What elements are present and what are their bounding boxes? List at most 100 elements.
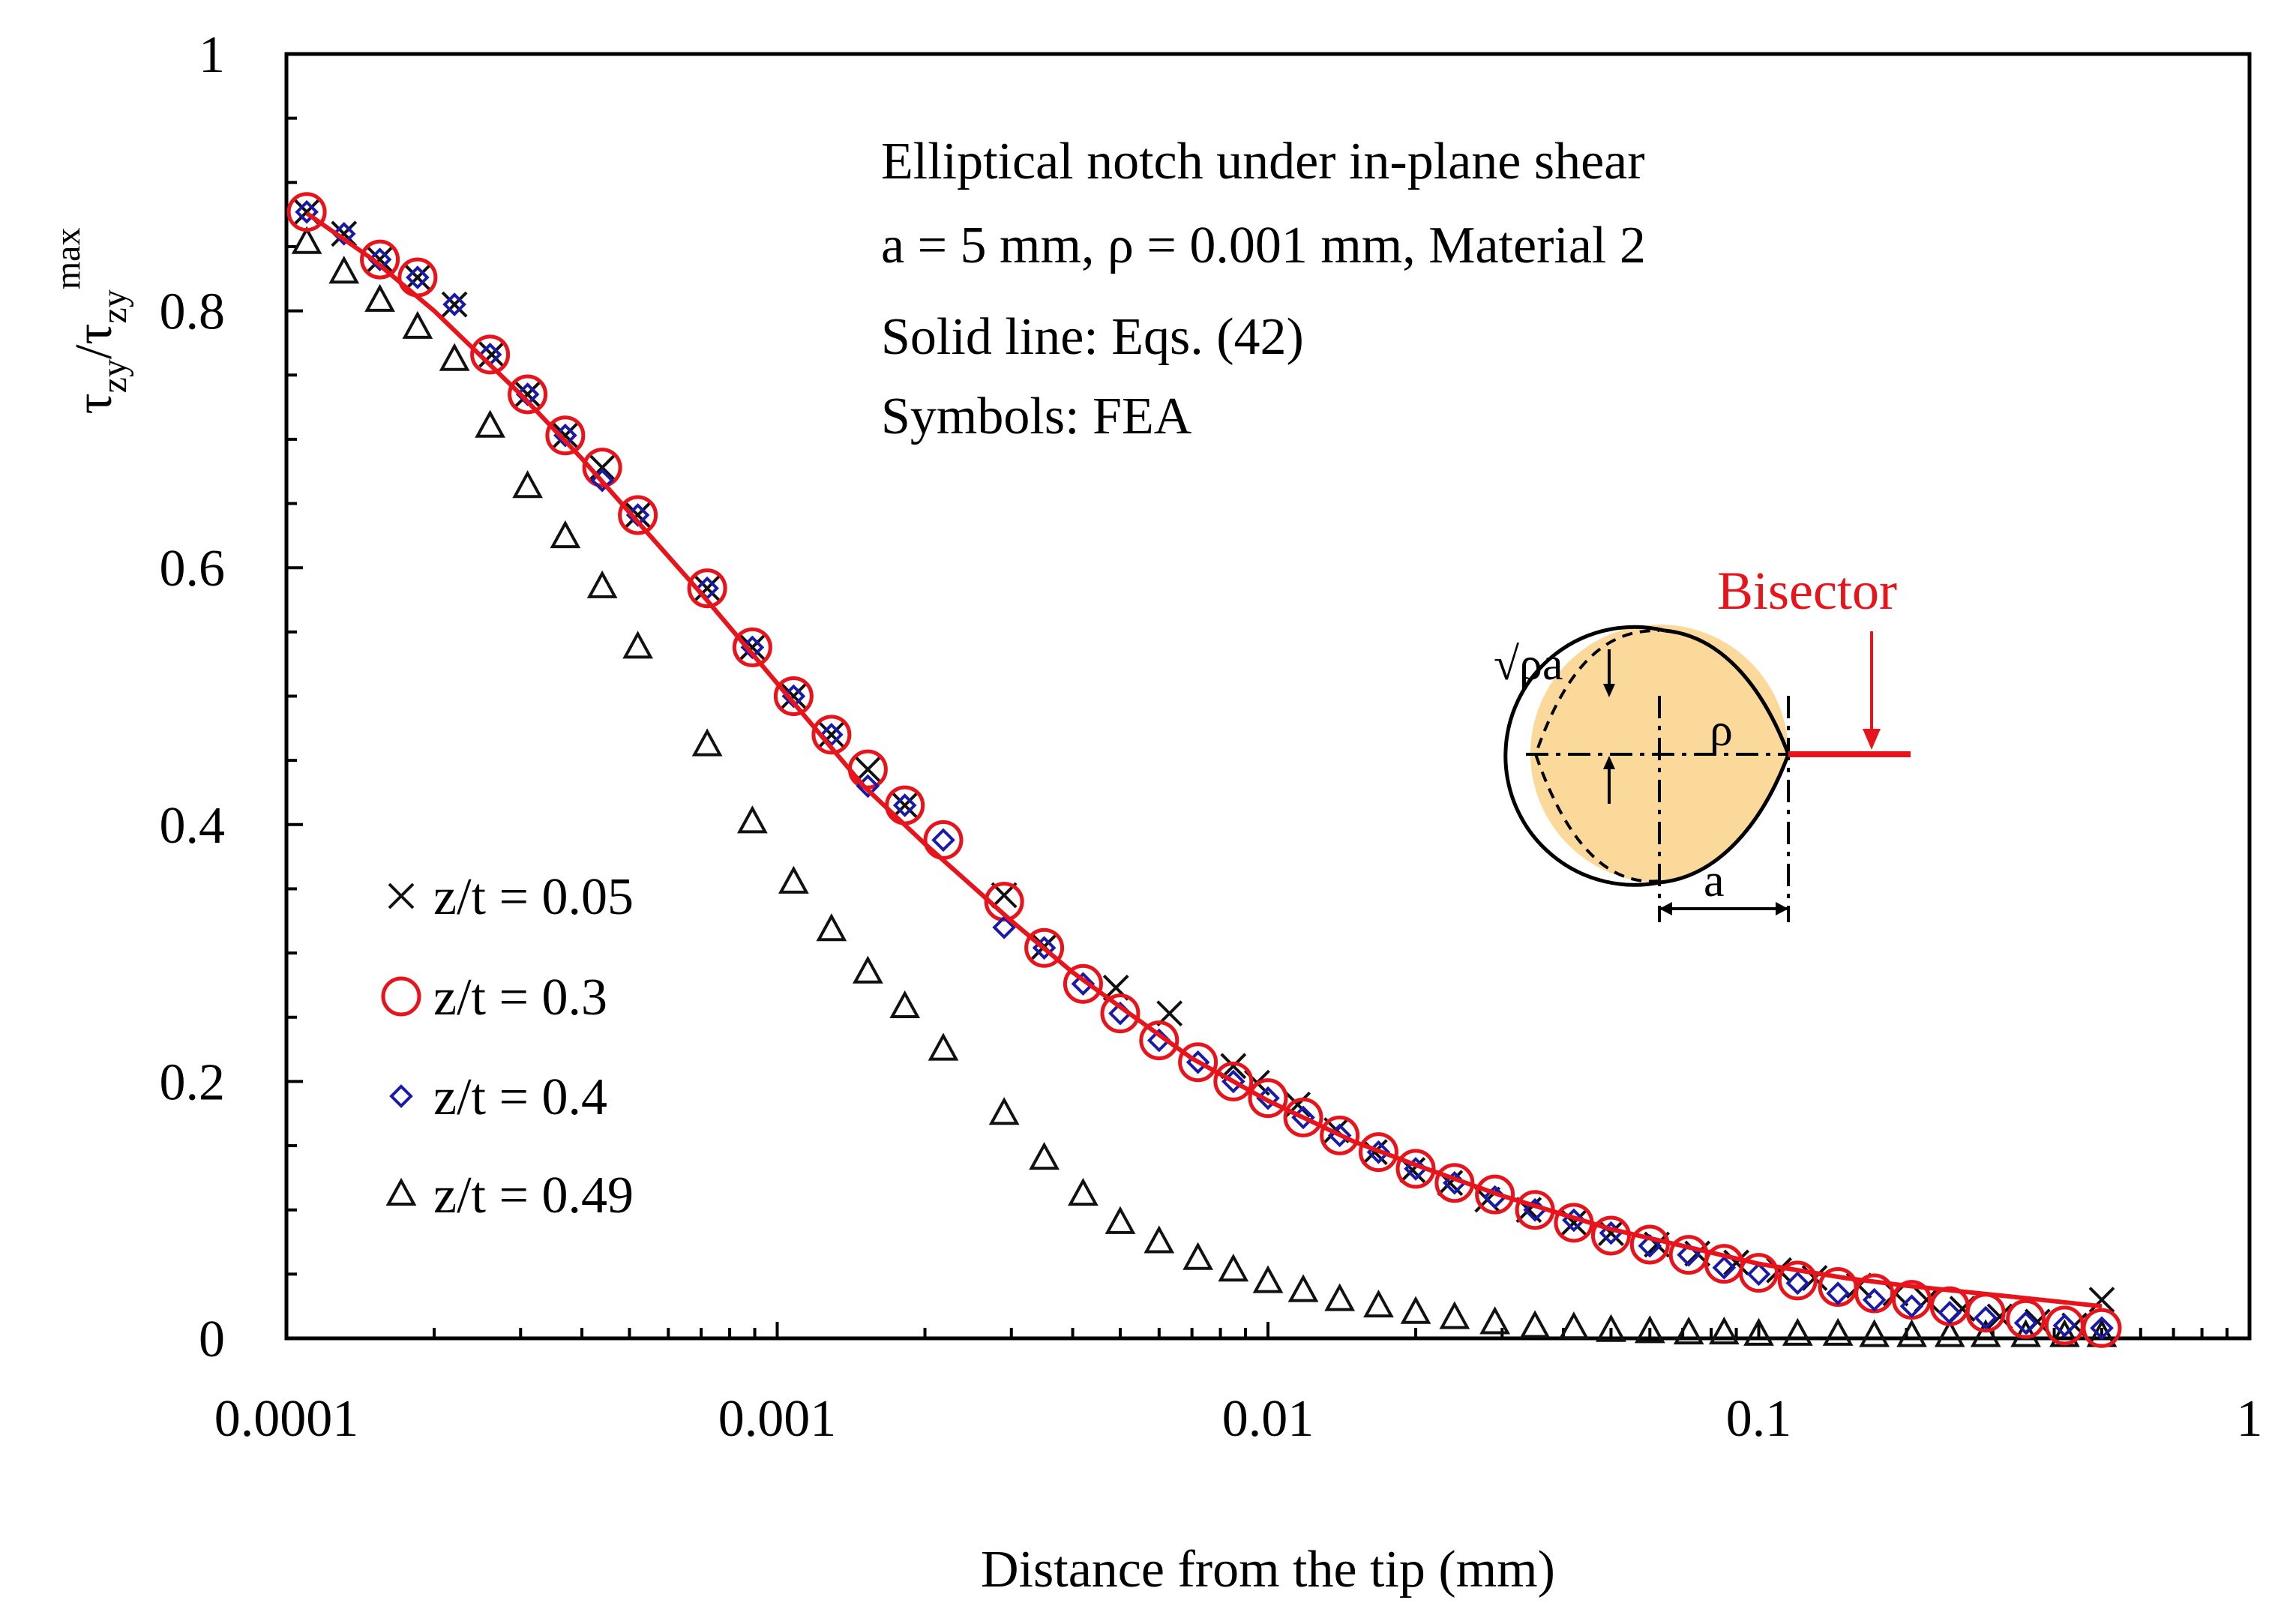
- data-point: [1708, 1316, 1740, 1345]
- data-point: [854, 756, 881, 783]
- data-point: [2013, 1311, 2038, 1335]
- data-point: [2049, 1319, 2080, 1347]
- data-point: [1475, 1174, 1515, 1215]
- data-point: [694, 575, 721, 602]
- data-point: [2090, 1316, 2114, 1341]
- y-axis-title: τzy/τzymax: [48, 228, 134, 415]
- data-point: [439, 343, 470, 371]
- data-point: [892, 792, 919, 819]
- data-point: [1071, 972, 1096, 996]
- data-point: [1105, 1206, 1136, 1234]
- data-point: [1596, 1314, 1626, 1342]
- data-point: [1677, 1242, 1701, 1267]
- data-point: [1934, 1319, 1965, 1347]
- data-point: [773, 676, 814, 716]
- data-point: [691, 728, 723, 757]
- data-point: [1970, 1319, 2001, 1347]
- y-tick-label: 0.2: [160, 1053, 226, 1111]
- data-point: [625, 502, 652, 529]
- data-point: [1439, 1301, 1470, 1329]
- y-tick-label: 0.6: [160, 540, 226, 598]
- data-point: [1063, 963, 1103, 1004]
- data-point: [550, 520, 581, 549]
- annotation-4: Symbols: FEA: [881, 388, 1192, 445]
- data-point: [923, 819, 964, 860]
- inset-a-arrowhead-left: [1659, 902, 1672, 915]
- data-point: [1287, 1274, 1319, 1302]
- data-point: [1899, 1294, 1924, 1319]
- y-axis-title-sub: zy: [94, 359, 134, 393]
- data-point: [1363, 1290, 1394, 1318]
- data-point: [1974, 1305, 1998, 1330]
- inset-sqrt-label: √ρa: [1494, 639, 1563, 690]
- inset-ellipse-dashed: [1533, 628, 1660, 883]
- data-point: [367, 247, 392, 271]
- legend-label: z/t = 0.05: [433, 868, 634, 926]
- data-point: [1220, 1053, 1247, 1080]
- data-point: [992, 915, 1016, 939]
- inset-circle-arc: [1503, 625, 1665, 887]
- data-point: [1218, 1254, 1249, 1282]
- data-point: [1862, 1287, 1887, 1312]
- data-point: [1182, 1242, 1213, 1270]
- data-point: [1712, 1255, 1737, 1280]
- model-curve: [305, 211, 2103, 1309]
- data-point: [1283, 1097, 1323, 1137]
- legend-label: z/t = 0.49: [433, 1167, 634, 1224]
- data-point: [1029, 1142, 1060, 1170]
- legend-label: z/t = 0.3: [433, 969, 607, 1026]
- data-point: [892, 793, 917, 817]
- data-point: [586, 570, 618, 598]
- data-point: [1024, 927, 1065, 968]
- legend-marker: [389, 1084, 413, 1108]
- legend-marker: [385, 1177, 417, 1206]
- data-point: [739, 634, 766, 661]
- data-point: [367, 246, 393, 273]
- inset-sqrt-arrowhead-bottom: [1603, 756, 1615, 769]
- data-point: [1068, 1177, 1099, 1206]
- x-axis-title: Distance from the tip (mm): [981, 1541, 1555, 1599]
- data-point: [622, 631, 654, 659]
- data-point: [1248, 1078, 1288, 1119]
- data-point: [2088, 1287, 2115, 1314]
- annotation-2: a = 5 mm, ρ = 0.001 mm, Material 2: [881, 217, 1646, 274]
- y-axis-title-sub2: zy: [94, 289, 134, 323]
- data-point: [478, 341, 505, 368]
- inset-rho-label: ρ: [1710, 705, 1733, 756]
- data-point: [1785, 1271, 1810, 1296]
- data-point: [331, 220, 358, 247]
- data-point: [404, 264, 431, 291]
- data-point: [732, 627, 772, 667]
- legend-label: z/t = 0.4: [433, 1068, 607, 1126]
- y-tick-label: 0: [199, 1311, 225, 1368]
- data-point: [1634, 1315, 1665, 1344]
- data-point: [778, 865, 809, 894]
- annotation-3: Solid line: Eqs. (42): [881, 308, 1304, 366]
- data-point: [2082, 1308, 2122, 1348]
- data-point: [475, 409, 505, 438]
- legend-marker: [381, 976, 421, 1017]
- data-point: [988, 1097, 1020, 1125]
- data-point: [2006, 1299, 2046, 1339]
- data-point: [1358, 1132, 1398, 1173]
- data-point: [1739, 1253, 1779, 1293]
- x-tick-label: 0.1: [1726, 1390, 1792, 1448]
- data-point: [508, 374, 548, 415]
- notch-inset-diagram: Bisector √ρa ρ a: [1494, 561, 1911, 922]
- legend: z/t = 0.05 z/t = 0.3 z/t = 0.4 z/t = 0.49: [381, 868, 634, 1224]
- data-point: [736, 805, 768, 834]
- data-point: [1213, 1061, 1254, 1101]
- data-point: [1777, 1260, 1818, 1301]
- inset-bisector-label: Bisector: [1717, 561, 1897, 621]
- data-point: [1320, 1115, 1360, 1155]
- data-point: [1938, 1300, 1962, 1325]
- x-tick-label: 0.01: [1222, 1390, 1314, 1448]
- data-point: [441, 291, 468, 318]
- data-point: [818, 721, 845, 748]
- data-point: [1782, 1317, 1813, 1346]
- data-point: [1826, 1281, 1850, 1305]
- data-point: [780, 683, 807, 709]
- data-point: [1400, 1296, 1431, 1324]
- data-point: [1139, 1020, 1179, 1061]
- data-point: [512, 470, 543, 499]
